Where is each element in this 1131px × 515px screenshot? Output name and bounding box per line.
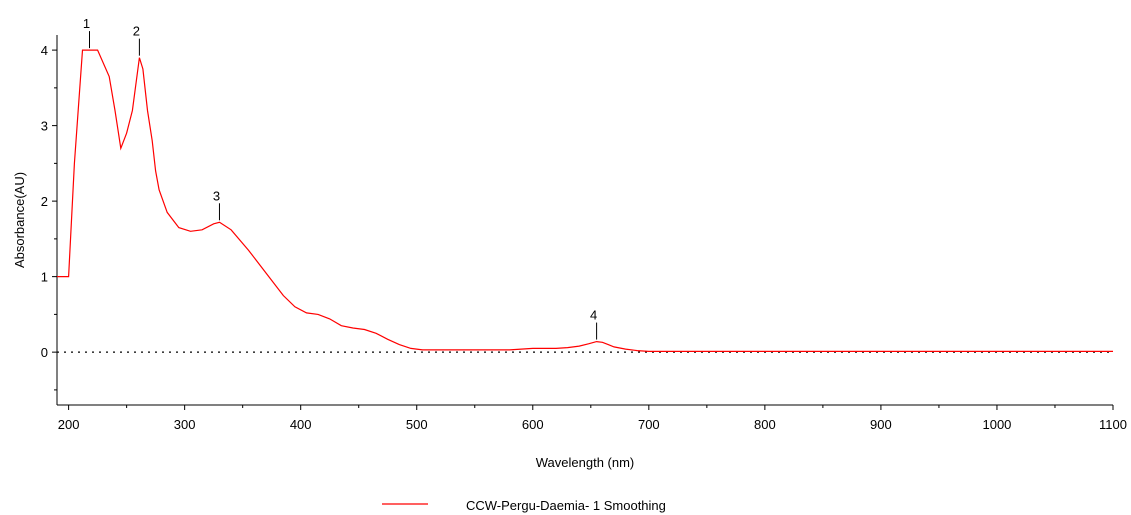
legend: CCW-Pergu-Daemia- 1 Smoothing xyxy=(382,498,666,513)
axes: 200 300 400 500 600 700 800 900 1000 1100 0 1 2 3 4 xyxy=(41,35,1127,432)
x-tick-label: 1100 xyxy=(1099,417,1127,432)
peak-label: 3 xyxy=(213,188,220,203)
y-tick-label: 1 xyxy=(41,270,48,285)
y-tick-label: 3 xyxy=(41,119,48,134)
x-tick-label: 600 xyxy=(522,417,544,432)
x-tick-label: 700 xyxy=(638,417,660,432)
y-tick-label: 2 xyxy=(41,194,48,209)
y-tick-label: 4 xyxy=(41,43,48,58)
y-axis-title: Absorbance(AU) xyxy=(12,172,27,268)
peak-markers: 1 2 3 4 xyxy=(83,16,597,340)
series-line xyxy=(57,49,1113,352)
peak-label: 2 xyxy=(133,24,140,39)
peak-label: 4 xyxy=(590,308,597,323)
x-tick-label: 900 xyxy=(870,417,892,432)
legend-label: CCW-Pergu-Daemia- 1 Smoothing xyxy=(466,498,666,513)
peak-label: 1 xyxy=(83,16,90,31)
x-tick-label: 800 xyxy=(754,417,776,432)
x-tick-label: 1000 xyxy=(982,417,1011,432)
x-tick-label: 500 xyxy=(406,417,428,432)
x-tick-label: 300 xyxy=(174,417,196,432)
x-axis-title: Wavelength (nm) xyxy=(536,455,635,470)
y-tick-label: 0 xyxy=(41,345,48,360)
x-tick-label: 200 xyxy=(58,417,80,432)
x-tick-label: 400 xyxy=(290,417,312,432)
